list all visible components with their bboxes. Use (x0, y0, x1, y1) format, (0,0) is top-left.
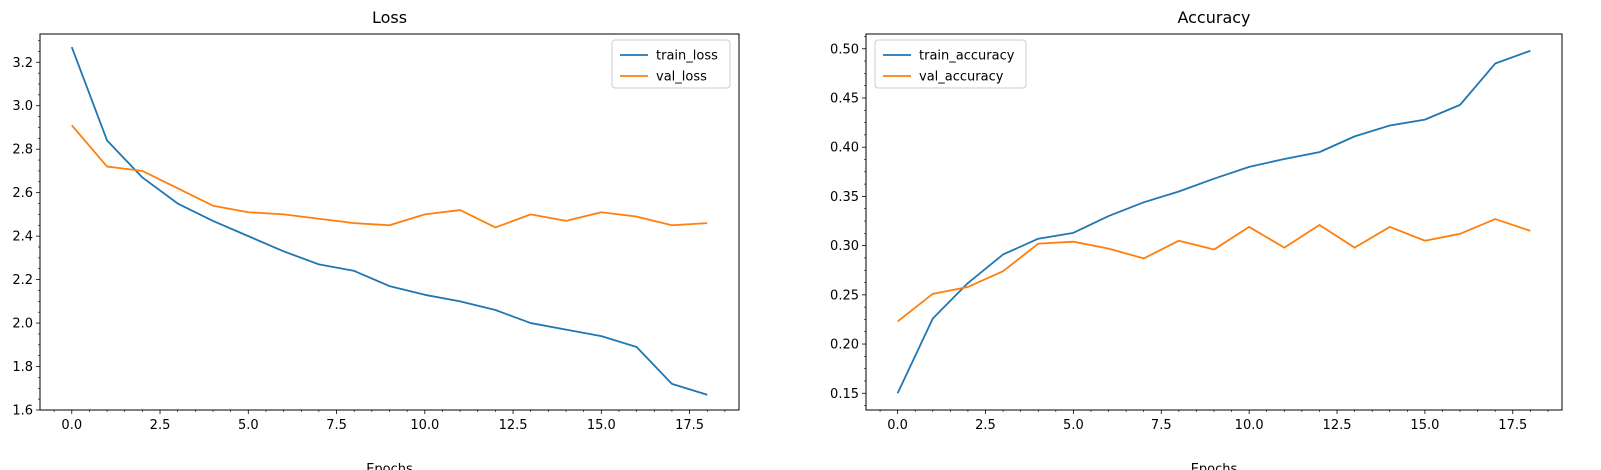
accuracy-series-train_accuracy (896, 49, 1531, 394)
accuracy-y-tick-label: 0.30 (830, 239, 859, 254)
loss-series-val_loss (71, 124, 708, 229)
accuracy-chart-title: Accuracy (1177, 8, 1250, 27)
loss-y-tick-label: 2.2 (12, 273, 33, 288)
accuracy-plot-area: 0.0 2.5 5.0 7.5 10.0 12.5 15.0 17.5 0.15 0.20 0.25… (830, 33, 1563, 433)
loss-y-tick-label: 1.8 (12, 360, 33, 375)
accuracy-legend: train_accuracy val_accuracy (874, 39, 1027, 89)
accuracy-y-tick-label: 0.15 (830, 387, 859, 402)
loss-x-tick-label: 7.5 (326, 418, 347, 433)
loss-chart: Loss Epochs 0.0 2.5 5.0 7.5 10.0 12.5 15.0 17.5… (12, 8, 740, 470)
accuracy-x-tick-label: 5.0 (1063, 418, 1084, 433)
loss-legend-label-val_loss: val_loss (656, 70, 707, 85)
loss-x-tick-label: 2.5 (150, 418, 171, 433)
accuracy-x-tick-label: 17.5 (1498, 418, 1527, 433)
accuracy-chart-xlabel: Epochs (1191, 462, 1238, 470)
loss-x-tick-label: 5.0 (238, 418, 259, 433)
accuracy-legend-label-train_accuracy: train_accuracy (919, 49, 1015, 64)
accuracy-legend-box (874, 39, 1027, 89)
accuracy-legend-label-val_accuracy: val_accuracy (919, 70, 1004, 85)
accuracy-y-tick-label: 0.45 (830, 91, 859, 106)
loss-plot-area: 0.0 2.5 5.0 7.5 10.0 12.5 15.0 17.5 1.6 1.8 2.0 2.2… (12, 33, 740, 433)
accuracy-x-tick-label: 15.0 (1410, 418, 1439, 433)
accuracy-x-tick-label: 0.0 (887, 418, 908, 433)
accuracy-y-tick-label: 0.50 (830, 42, 859, 57)
loss-x-tick-label: 0.0 (61, 418, 82, 433)
loss-legend-label-train_loss: train_loss (656, 49, 718, 64)
accuracy-x-tick-label: 10.0 (1235, 418, 1264, 433)
loss-y-tick-label: 2.8 (12, 143, 33, 158)
accuracy-y-tick-label: 0.40 (830, 141, 859, 156)
accuracy-x-tick-label: 2.5 (975, 418, 996, 433)
loss-y-tick-label: 1.6 (12, 404, 33, 419)
loss-x-tick-label: 17.5 (675, 418, 704, 433)
accuracy-series-val_accuracy (897, 218, 1531, 323)
accuracy-y-tick-label: 0.35 (830, 190, 859, 205)
loss-y-tick-label: 3.2 (12, 56, 33, 71)
accuracy-axes-frame (865, 33, 1563, 411)
loss-x-tick-label: 12.5 (499, 418, 528, 433)
accuracy-y-tick-label: 0.25 (830, 288, 859, 303)
loss-x-tick-label: 10.0 (410, 418, 439, 433)
loss-axes-frame (39, 33, 740, 411)
loss-series-train_loss (70, 46, 708, 396)
loss-chart-title: Loss (372, 8, 407, 27)
loss-y-tick-label: 2.4 (12, 230, 33, 245)
accuracy-x-tick-label: 12.5 (1323, 418, 1352, 433)
accuracy-chart: Accuracy Epochs 0.0 2.5 5.0 7.5 10.0 12.5 15.0… (830, 8, 1563, 470)
loss-y-tick-label: 2.6 (12, 186, 33, 201)
accuracy-y-tick-label: 0.20 (830, 338, 859, 353)
loss-y-tick-label: 3.0 (12, 99, 33, 114)
accuracy-x-tick-label: 7.5 (1151, 418, 1172, 433)
loss-legend: train_loss val_loss (611, 39, 731, 89)
loss-y-tick-label: 2.0 (12, 317, 33, 332)
loss-chart-xlabel: Epochs (366, 462, 413, 470)
loss-x-tick-label: 15.0 (587, 418, 616, 433)
